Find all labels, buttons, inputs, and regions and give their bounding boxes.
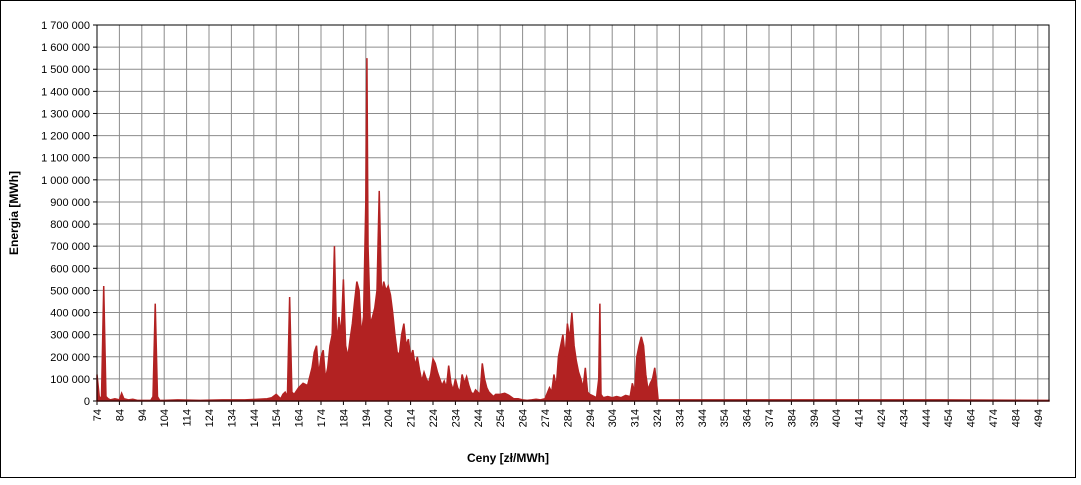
y-tick-label: 1 200 000 <box>41 131 90 143</box>
y-tick-label: 0 <box>84 396 90 408</box>
area <box>96 58 1050 402</box>
x-tick-label: 94 <box>137 409 149 421</box>
y-tick-label: 500 000 <box>50 285 90 297</box>
y-tick-label: 1 300 000 <box>41 108 90 120</box>
x-tick-label: 464 <box>966 409 978 427</box>
x-tick-label: 164 <box>294 409 306 427</box>
x-tick-label: 194 <box>361 409 373 427</box>
y-tick-label: 1 600 000 <box>41 42 90 54</box>
x-tick-label: 144 <box>249 409 261 427</box>
x-tick-label: 244 <box>473 409 485 427</box>
x-tick-label: 84 <box>114 409 126 421</box>
x-tick-label: 414 <box>854 409 866 427</box>
x-tick-label: 284 <box>562 409 574 427</box>
x-tick-label: 74 <box>92 409 104 421</box>
x-tick-label: 134 <box>226 409 238 427</box>
x-tick-label: 374 <box>764 409 776 427</box>
y-tick-label: 1 400 000 <box>41 86 90 98</box>
y-tick-label: 100 000 <box>50 374 90 386</box>
y-axis-title: Energia [MWh] <box>7 171 21 255</box>
x-tick-label: 184 <box>338 409 350 427</box>
y-tick-label: 300 000 <box>50 330 90 342</box>
x-tick-label: 124 <box>204 409 216 427</box>
y-tick-label: 1 100 000 <box>41 153 90 165</box>
y-tick-label: 400 000 <box>50 308 90 320</box>
x-tick-label: 444 <box>921 409 933 427</box>
x-tick-label: 304 <box>607 409 619 427</box>
x-tick-label: 274 <box>540 409 552 427</box>
x-tick-label: 394 <box>809 409 821 427</box>
x-tick-label: 114 <box>182 409 194 427</box>
x-tick-label: 364 <box>742 409 754 427</box>
y-tick-label: 1 000 000 <box>41 175 90 187</box>
x-tick-label: 324 <box>652 409 664 427</box>
x-tick-label: 224 <box>428 409 440 427</box>
x-tick-label: 434 <box>898 409 910 427</box>
y-tick-label: 700 000 <box>50 241 90 253</box>
y-tick-label: 800 000 <box>50 219 90 231</box>
y-tick-label: 1 700 000 <box>41 20 90 32</box>
x-tick-label: 204 <box>383 409 395 427</box>
y-tick-label: 200 000 <box>50 352 90 364</box>
x-tick-label: 174 <box>316 409 328 427</box>
x-tick-label: 494 <box>1033 409 1045 427</box>
x-tick-label: 384 <box>786 409 798 427</box>
x-tick-label: 254 <box>495 409 507 427</box>
x-tick-label: 294 <box>585 409 597 427</box>
y-tick-label: 600 000 <box>50 263 90 275</box>
plot-border <box>96 24 1050 402</box>
x-tick-label: 264 <box>518 409 530 427</box>
x-tick-label: 334 <box>674 409 686 427</box>
x-tick-label: 104 <box>159 409 171 427</box>
y-tick-label: 1 500 000 <box>41 64 90 76</box>
x-tick-label: 314 <box>630 409 642 427</box>
y-tick-label: 900 000 <box>50 197 90 209</box>
x-tick-label: 234 <box>450 409 462 427</box>
x-tick-label: 424 <box>876 409 888 427</box>
x-tick-label: 354 <box>719 409 731 427</box>
x-tick-label: 454 <box>943 409 955 427</box>
x-tick-label: 404 <box>831 409 843 427</box>
x-tick-label: 484 <box>1010 409 1022 427</box>
x-tick-label: 154 <box>271 409 283 427</box>
x-tick-label: 474 <box>988 409 1000 427</box>
x-tick-label: 214 <box>406 409 418 427</box>
x-tick-label: 344 <box>697 409 709 427</box>
x-axis-title: Ceny [zł/MWh] <box>467 451 549 465</box>
